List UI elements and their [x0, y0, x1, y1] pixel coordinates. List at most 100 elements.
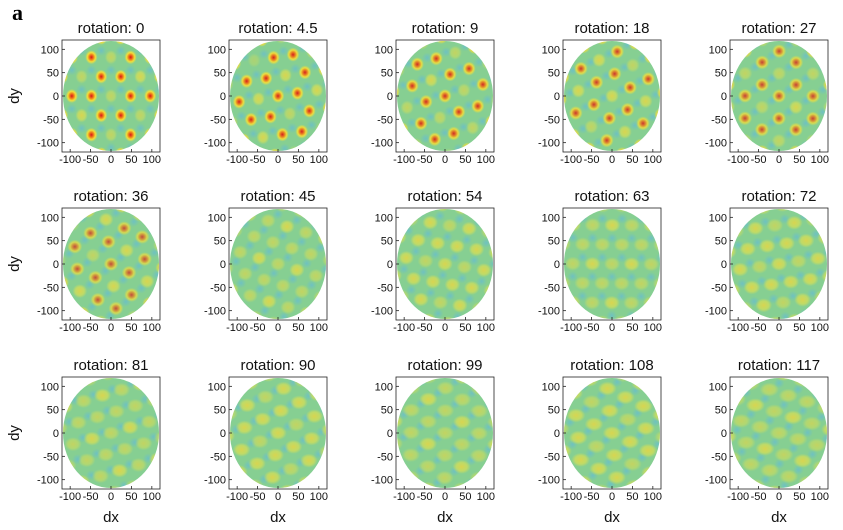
heatmap-blob — [276, 127, 289, 141]
heatmap-trough — [496, 110, 507, 120]
panel: -100-50050100-100-50050100rotation: 117d… — [705, 357, 843, 526]
heatmap-trough — [165, 234, 176, 244]
x-tick-label: 50 — [626, 491, 638, 503]
heatmap-trough — [500, 433, 511, 443]
heatmap-trough — [666, 233, 677, 243]
heatmap-trough — [622, 40, 633, 50]
heatmap-blob — [85, 128, 97, 142]
heatmap-trough — [319, 405, 330, 415]
y-tick-label: 50 — [548, 236, 560, 248]
heatmap-blob — [134, 108, 146, 122]
heatmap-trough — [334, 248, 345, 258]
heatmap-trough — [106, 65, 117, 75]
y-tick-label: 50 — [47, 405, 59, 417]
heatmap-trough — [106, 104, 117, 114]
y-tick-label: 50 — [715, 405, 727, 417]
x-tick-label: 100 — [644, 154, 662, 166]
heatmap-blob — [657, 86, 671, 100]
panel-title: rotation: 72 — [741, 188, 816, 205]
heatmap-trough — [135, 123, 146, 133]
y-tick-label: -100 — [37, 475, 59, 487]
heatmap-image — [217, 363, 345, 498]
panel-title: rotation: 108 — [570, 357, 653, 374]
panel-title: rotation: 99 — [407, 357, 482, 374]
heatmap-trough — [817, 107, 828, 117]
heatmap-trough — [147, 225, 158, 235]
heatmap-blob — [806, 44, 820, 58]
y-tick-label: -50 — [711, 114, 727, 126]
heatmap-trough — [464, 294, 475, 304]
heatmap-blob — [481, 56, 494, 70]
heatmap-trough — [437, 270, 448, 280]
heatmap-image — [718, 362, 843, 499]
heatmap-trough — [812, 390, 823, 400]
heatmap-trough — [96, 123, 107, 133]
panel-title: rotation: 36 — [73, 188, 148, 205]
x-tick-label: 100 — [477, 491, 495, 503]
heatmap-blob — [237, 133, 250, 147]
x-tick-label: -50 — [83, 491, 99, 503]
y-tick-label: -50 — [43, 451, 59, 463]
y-tick-label: 50 — [214, 405, 226, 417]
heatmap-blob — [245, 113, 258, 127]
heatmap-blob — [228, 224, 243, 238]
x-tick-label: 50 — [292, 154, 304, 166]
y-tick-label: 0 — [220, 428, 226, 440]
x-tick-label: 0 — [275, 322, 281, 334]
x-tick-label: 50 — [292, 322, 304, 334]
x-tick-label: -50 — [751, 491, 767, 503]
heatmap-blob — [470, 382, 488, 396]
x-tick-label: 50 — [125, 154, 137, 166]
heatmap-trough — [96, 84, 107, 94]
heatmap-image — [551, 363, 679, 497]
x-tick-label: 100 — [310, 154, 328, 166]
heatmap-blob — [488, 245, 504, 259]
x-tick-label: 100 — [310, 491, 328, 503]
heatmap-blob — [485, 115, 498, 129]
x-tick-label: -100 — [59, 322, 81, 334]
heatmap-blob — [402, 381, 420, 395]
x-tick-label: -50 — [83, 322, 99, 334]
x-axis-label: dx — [604, 509, 620, 526]
heatmap-blob — [425, 73, 438, 87]
y-tick-label: 0 — [721, 91, 727, 103]
heatmap-blob — [438, 89, 451, 103]
y-tick-label: 50 — [381, 68, 393, 80]
y-tick-label: 50 — [548, 405, 560, 417]
heatmap-blob — [260, 71, 273, 85]
heatmap-blob — [279, 68, 292, 82]
x-tick-label: 100 — [143, 491, 161, 503]
x-tick-label: 50 — [626, 154, 638, 166]
y-tick-label: 100 — [709, 44, 727, 56]
heatmap-blob — [457, 83, 470, 97]
heatmap-image — [386, 193, 511, 330]
y-tick-label: 50 — [548, 68, 560, 80]
x-tick-label: 50 — [459, 154, 471, 166]
y-tick-label: 50 — [214, 68, 226, 80]
x-tick-label: 50 — [793, 491, 805, 503]
heatmap-blob — [487, 438, 505, 452]
heatmap-blob — [433, 111, 446, 125]
heatmap-trough — [469, 255, 480, 265]
panel-title: rotation: 4.5 — [238, 20, 317, 37]
x-tick-label: 0 — [275, 491, 281, 503]
heatmap-blob — [462, 62, 475, 76]
y-tick-label: 0 — [554, 259, 560, 271]
heatmap-blob — [299, 306, 314, 320]
panel-title: rotation: 18 — [574, 20, 649, 37]
y-tick-label: -100 — [705, 475, 727, 487]
x-axis-label: dx — [270, 509, 286, 526]
y-tick-label: 0 — [721, 259, 727, 271]
heatmap-blob — [81, 204, 96, 218]
x-tick-label: 50 — [459, 491, 471, 503]
y-axis-label: dy — [6, 88, 23, 104]
heatmap-blob — [321, 423, 339, 437]
x-tick-label: 0 — [442, 491, 448, 503]
heatmap-blob — [315, 122, 328, 136]
x-tick-label: 100 — [143, 154, 161, 166]
heatmap-trough — [125, 104, 136, 114]
heatmap-blob — [142, 297, 157, 311]
x-tick-label: 0 — [108, 322, 114, 334]
heatmap-blob — [634, 139, 648, 153]
